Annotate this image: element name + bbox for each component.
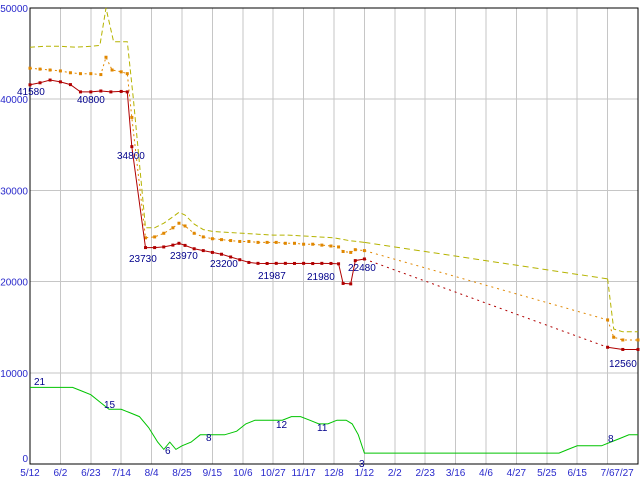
svg-text:0: 0 xyxy=(22,454,28,465)
svg-text:5/25: 5/25 xyxy=(537,468,557,479)
svg-text:40800: 40800 xyxy=(77,95,105,106)
svg-text:8/25: 8/25 xyxy=(172,468,192,479)
svg-text:41580: 41580 xyxy=(17,87,45,98)
svg-text:34800: 34800 xyxy=(117,151,145,162)
svg-text:9/15: 9/15 xyxy=(203,468,223,479)
svg-text:23730: 23730 xyxy=(129,254,157,265)
svg-text:3/16: 3/16 xyxy=(446,468,466,479)
svg-text:22480: 22480 xyxy=(348,263,376,274)
svg-text:20000: 20000 xyxy=(0,278,28,289)
svg-text:8: 8 xyxy=(608,434,614,445)
svg-text:23970: 23970 xyxy=(170,251,198,262)
svg-text:11: 11 xyxy=(317,423,328,434)
svg-text:6/2: 6/2 xyxy=(53,468,67,479)
svg-text:11/17: 11/17 xyxy=(291,468,316,479)
svg-text:1/12: 1/12 xyxy=(355,468,375,479)
svg-text:7/14: 7/14 xyxy=(111,468,131,479)
svg-text:21: 21 xyxy=(34,377,46,388)
svg-text:21980: 21980 xyxy=(307,272,335,283)
svg-text:7/6: 7/6 xyxy=(601,468,615,479)
svg-text:8: 8 xyxy=(206,433,212,444)
svg-text:21987: 21987 xyxy=(258,271,286,282)
svg-text:2/23: 2/23 xyxy=(415,468,435,479)
svg-text:4/27: 4/27 xyxy=(507,468,527,479)
svg-text:12560: 12560 xyxy=(609,359,637,370)
svg-text:10/27: 10/27 xyxy=(261,468,286,479)
svg-text:2/2: 2/2 xyxy=(388,468,402,479)
svg-text:7/27: 7/27 xyxy=(614,468,634,479)
svg-text:15: 15 xyxy=(104,400,116,411)
svg-text:4/6: 4/6 xyxy=(479,468,493,479)
svg-text:23200: 23200 xyxy=(210,259,238,270)
svg-text:6/23: 6/23 xyxy=(81,468,101,479)
svg-text:6: 6 xyxy=(165,446,171,457)
svg-text:6/15: 6/15 xyxy=(567,468,587,479)
svg-text:3: 3 xyxy=(359,459,365,470)
svg-text:50000: 50000 xyxy=(0,4,28,15)
svg-text:12/8: 12/8 xyxy=(324,468,344,479)
svg-text:40000: 40000 xyxy=(0,95,28,106)
svg-text:10000: 10000 xyxy=(0,369,28,380)
svg-text:30000: 30000 xyxy=(0,186,28,197)
svg-text:10/6: 10/6 xyxy=(233,468,253,479)
svg-text:8/4: 8/4 xyxy=(145,468,159,479)
svg-text:12: 12 xyxy=(276,420,288,431)
svg-text:5/12: 5/12 xyxy=(20,468,40,479)
